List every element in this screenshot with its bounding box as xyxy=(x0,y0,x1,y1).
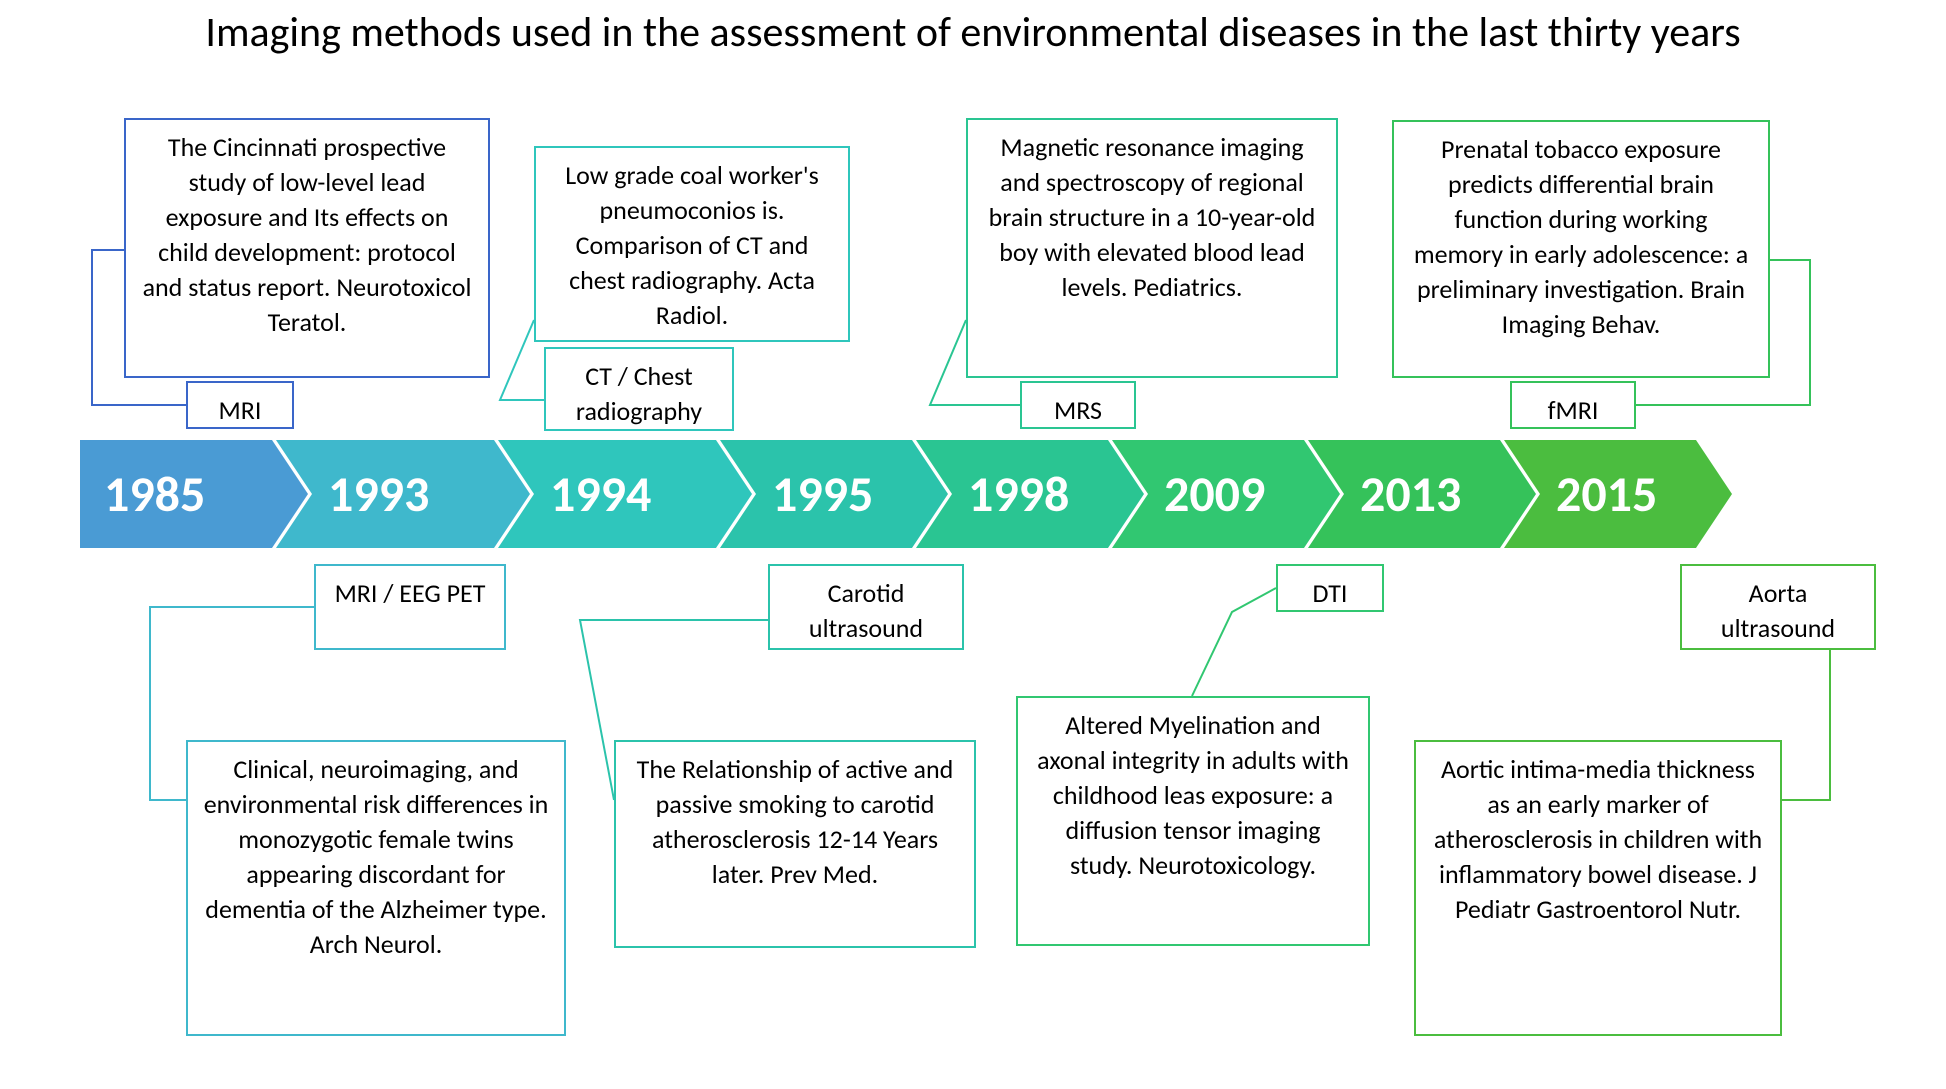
study-box-s2015: Aortic intima-media thickness as an earl… xyxy=(1414,740,1782,1036)
method-box-fmri: fMRI xyxy=(1510,381,1636,429)
method-box-dti: DTI xyxy=(1276,564,1384,612)
timeline-year-1995: 1995 xyxy=(720,440,948,548)
timeline-year-label: 2013 xyxy=(1360,464,1461,525)
study-box-s1993: Clinical, neuroimaging, and environmenta… xyxy=(186,740,566,1036)
study-box-s2009: Altered Myelination and axonal integrity… xyxy=(1016,696,1370,946)
method-box-aorta-us: Aorta ultrasound xyxy=(1680,564,1876,650)
timeline-year-label: 1998 xyxy=(968,464,1069,525)
timeline-year-label: 1985 xyxy=(104,464,205,525)
method-box-mri-eeg-pet: MRI / EEG PET xyxy=(314,564,506,650)
timeline-year-1998: 1998 xyxy=(916,440,1144,548)
timeline-year-label: 2009 xyxy=(1164,464,1265,525)
diagram-title: Imaging methods used in the assessment o… xyxy=(0,8,1946,58)
method-box-carotid-us: Carotid ultrasound xyxy=(768,564,964,650)
method-box-mrs: MRS xyxy=(1020,381,1136,429)
timeline-year-2013: 2013 xyxy=(1308,440,1536,548)
method-box-mri: MRI xyxy=(186,381,294,429)
diagram-stage: Imaging methods used in the assessment o… xyxy=(0,0,1946,1089)
method-box-ct-chest: CT / Chest radiography xyxy=(544,347,734,431)
connector-line xyxy=(1192,588,1276,696)
study-box-s2013: Prenatal tobacco exposure predicts diffe… xyxy=(1392,120,1770,378)
timeline-year-1994: 1994 xyxy=(498,440,752,548)
timeline-year-2009: 2009 xyxy=(1112,440,1340,548)
timeline-year-1985: 1985 xyxy=(80,440,308,548)
study-box-s1985: The Cincinnati prospective study of low-… xyxy=(124,118,490,378)
study-box-s1994: Low grade coal worker's pneumoconios is.… xyxy=(534,146,850,342)
timeline-year-label: 1994 xyxy=(550,464,651,525)
timeline-year-label: 2015 xyxy=(1556,464,1657,525)
study-box-s1998: Magnetic resonance imaging and spectrosc… xyxy=(966,118,1338,378)
timeline-year-2015: 2015 xyxy=(1504,440,1732,548)
timeline-year-1993: 1993 xyxy=(276,440,530,548)
timeline-row: 1985 1993 1994 1995 1998 2009 2013 2015 xyxy=(80,440,1732,548)
study-box-s1995: The Relationship of active and passive s… xyxy=(614,740,976,948)
timeline-year-label: 1993 xyxy=(328,464,429,525)
timeline-year-label: 1995 xyxy=(772,464,873,525)
